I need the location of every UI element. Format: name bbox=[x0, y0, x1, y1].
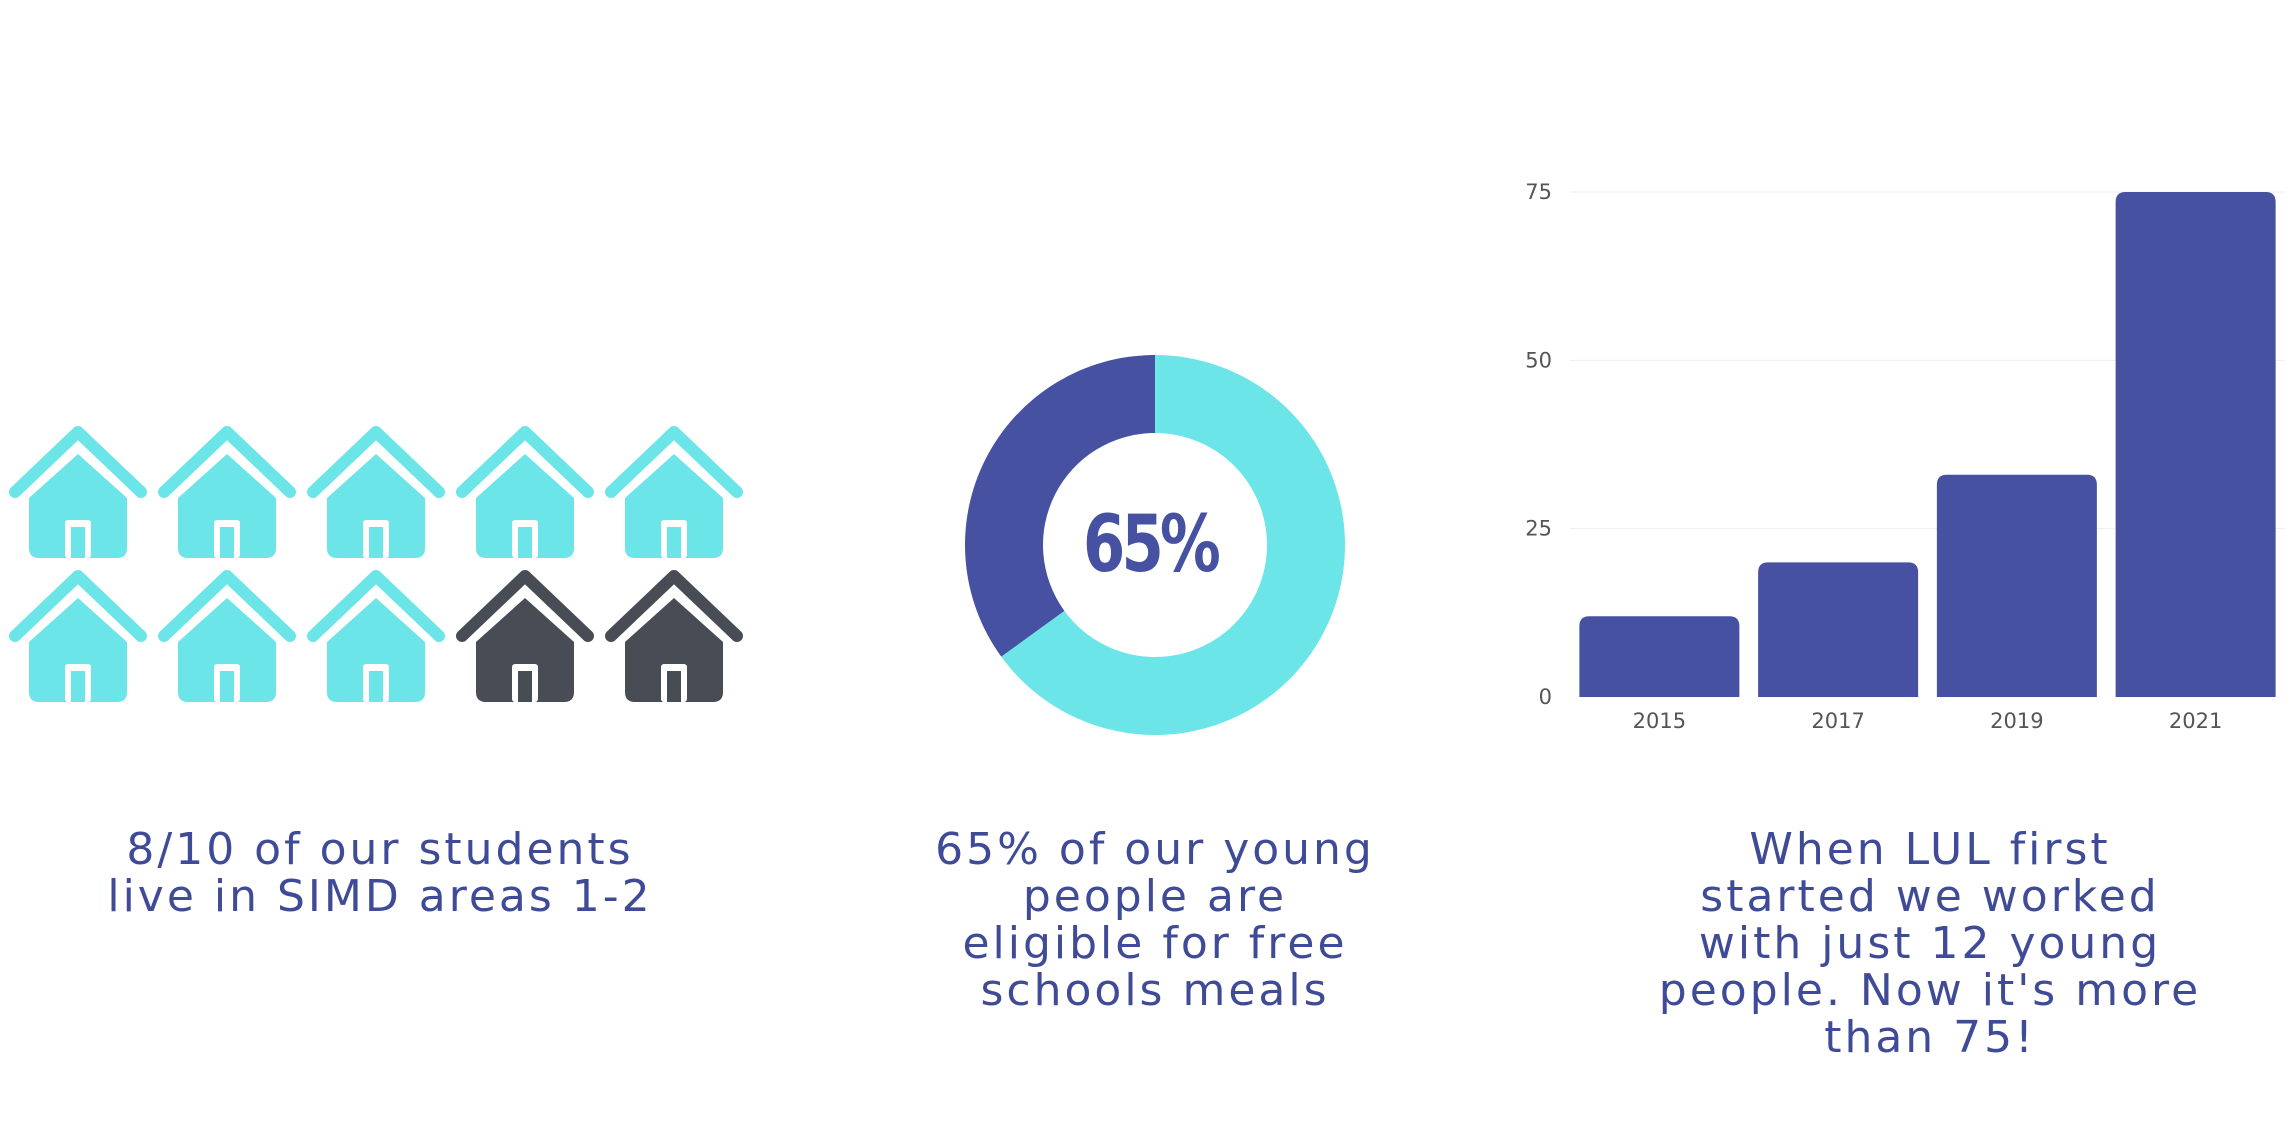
bar-chart: 0 25 50 75 2015 2017 2019 2021 bbox=[1500, 160, 2295, 750]
x-tick-label: 2015 bbox=[1633, 709, 1686, 733]
x-tick-label: 2019 bbox=[1990, 709, 2043, 733]
house-icon bbox=[158, 426, 296, 558]
bar-2021 bbox=[2115, 192, 2276, 697]
house-icon bbox=[9, 426, 147, 558]
donut-slice-1 bbox=[965, 355, 1155, 657]
y-tick-label: 25 bbox=[1525, 517, 1552, 541]
donut-center-label: 65% bbox=[1083, 500, 1221, 590]
house-icon bbox=[605, 426, 743, 558]
x-tick-label: 2021 bbox=[2169, 709, 2222, 733]
donut-slice-0 bbox=[1001, 355, 1345, 735]
bar-2015 bbox=[1579, 616, 1740, 697]
house-icon bbox=[307, 426, 445, 558]
house-grid bbox=[9, 426, 743, 702]
house-icon bbox=[158, 570, 296, 702]
donut-svg bbox=[965, 355, 1345, 735]
y-tick-label: 0 bbox=[1539, 685, 1552, 709]
houses-caption: 8/10 of our students live in SIMD areas … bbox=[107, 824, 653, 922]
bar-2017 bbox=[1758, 562, 1919, 697]
house-icon bbox=[456, 426, 594, 558]
y-tick-label: 50 bbox=[1525, 348, 1552, 372]
donut-caption: 65% of our young people are eligible for… bbox=[935, 824, 1375, 1016]
x-tick-label: 2017 bbox=[1811, 709, 1864, 733]
bar-chart-svg: 0 25 50 75 2015 2017 2019 2021 bbox=[1525, 180, 2285, 733]
bars-caption: When LUL first started we worked with ju… bbox=[1658, 824, 2202, 1063]
house-icon bbox=[456, 570, 594, 702]
bar-2019 bbox=[1936, 474, 2097, 697]
house-icon bbox=[605, 570, 743, 702]
y-tick-label: 75 bbox=[1525, 180, 1552, 204]
donut-chart: 65% bbox=[950, 345, 1350, 745]
house-pictogram bbox=[0, 420, 760, 720]
house-icon bbox=[9, 570, 147, 702]
house-icon bbox=[307, 570, 445, 702]
